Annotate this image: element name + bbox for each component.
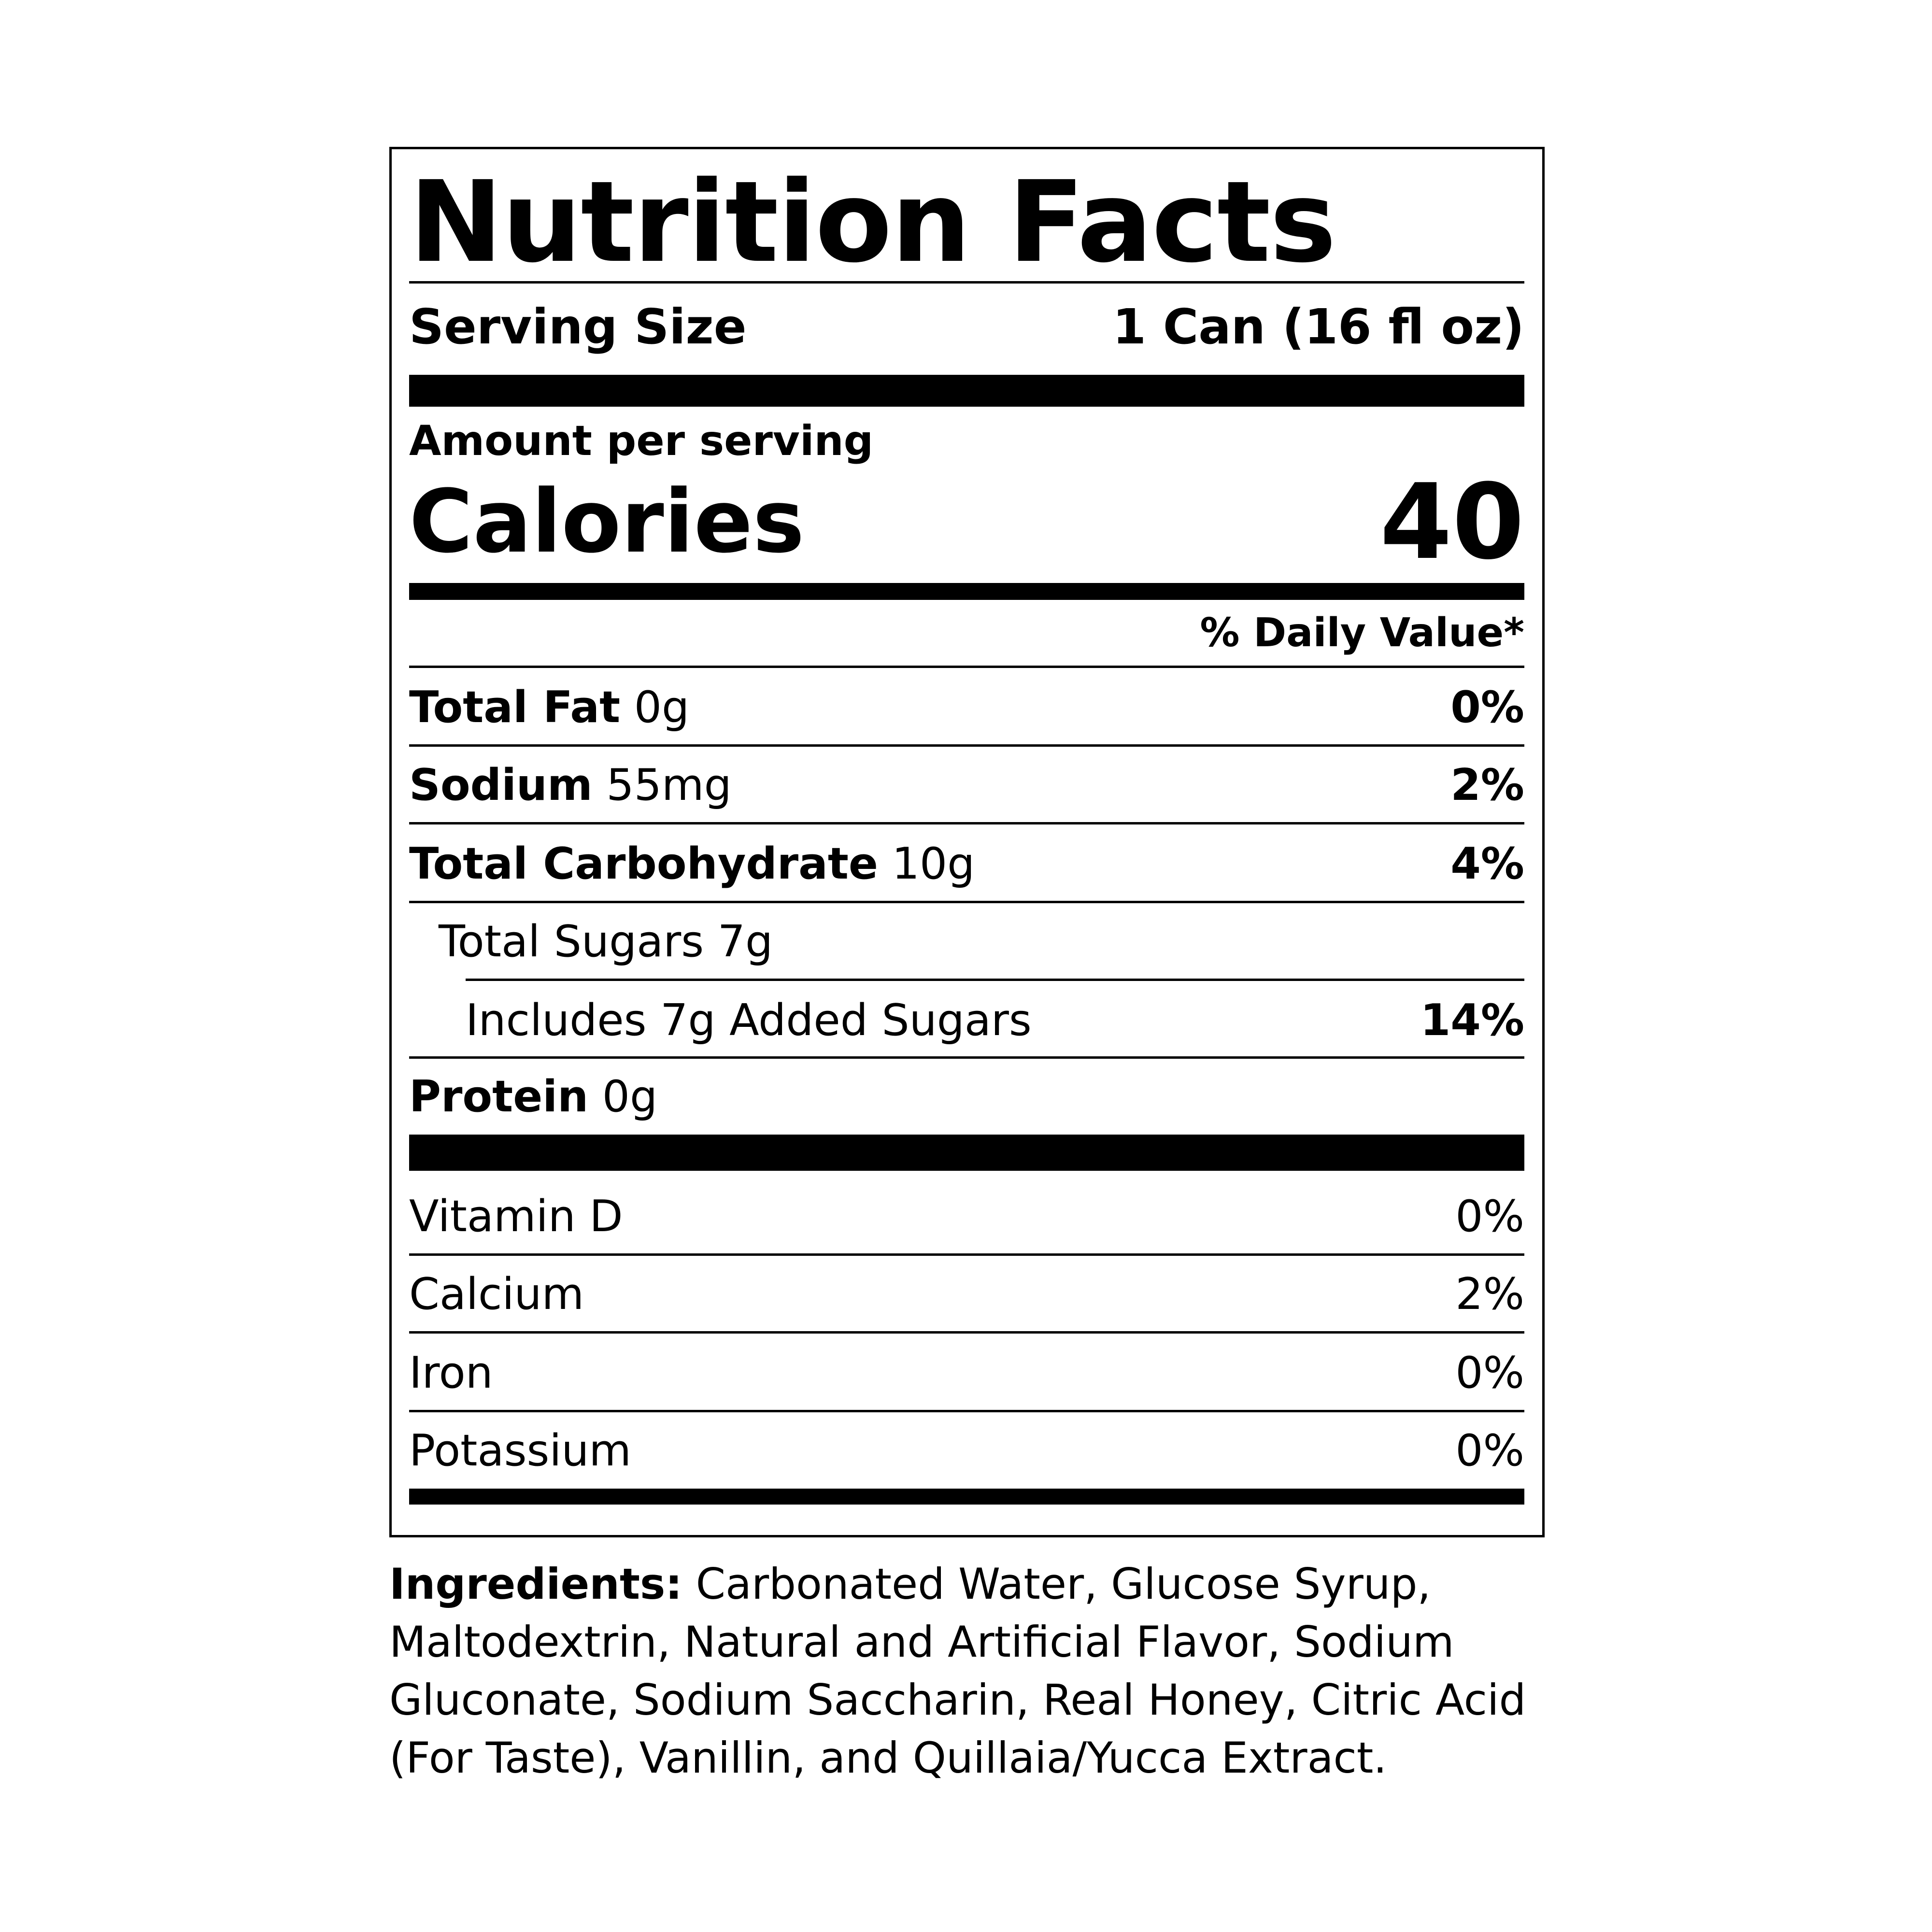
divider	[466, 979, 1524, 981]
serving-size-label: Serving Size	[409, 298, 747, 355]
divider	[409, 822, 1524, 824]
ingredients-statement: Ingredients: Carbonated Water, Glucose S…	[389, 1555, 1548, 1787]
nutrient-row-total-sugars: Total Sugars 7g	[439, 916, 1524, 967]
nutrient-amount: 55mg	[606, 759, 732, 810]
vitamin-dv: 2%	[1455, 1268, 1524, 1320]
nutrient-name: Sodium	[409, 759, 593, 810]
nutrient-row-protein: Protein 0g	[409, 1071, 1524, 1122]
vitamin-row-iron: Iron 0%	[409, 1347, 1524, 1398]
vitamin-name: Vitamin D	[409, 1191, 623, 1242]
nutrient-amount: 10g	[892, 838, 975, 889]
nutrient-amount: 0g	[602, 1071, 658, 1122]
ingredients-label: Ingredients:	[389, 1559, 682, 1609]
divider	[409, 1331, 1524, 1334]
vitamin-dv: 0%	[1455, 1425, 1524, 1476]
vitamin-row-potassium: Potassium 0%	[409, 1425, 1524, 1476]
vitamin-dv: 0%	[1455, 1347, 1524, 1398]
amount-per-serving: Amount per serving	[409, 417, 874, 465]
divider	[409, 1410, 1524, 1412]
ingredients-text: Carbonated Water, Glucose Syrup, Maltode…	[389, 1559, 1526, 1783]
nutrient-row-total-carbohydrate: Total Carbohydrate 10g 4%	[409, 838, 1524, 889]
thick-divider	[409, 375, 1524, 407]
divider	[409, 1253, 1524, 1256]
vitamin-name: Calcium	[409, 1268, 584, 1320]
vitamin-row-vitamin-d: Vitamin D 0%	[409, 1191, 1524, 1242]
nutrient-name: Includes 7g Added Sugars	[466, 994, 1032, 1046]
daily-value-header: % Daily Value*	[1200, 610, 1524, 656]
nutrient-dv: 0%	[1450, 682, 1524, 733]
nutrition-label-frame	[389, 147, 1545, 1537]
nutrient-row-sodium: Sodium 55mg 2%	[409, 759, 1524, 810]
nutrient-dv: 14%	[1420, 994, 1524, 1046]
vitamin-dv: 0%	[1455, 1191, 1524, 1242]
serving-size-row: Serving Size 1 Can (16 fl oz)	[409, 298, 1524, 355]
nutrient-amount: 0g	[634, 682, 690, 733]
nutrient-row-added-sugars: Includes 7g Added Sugars 14%	[466, 994, 1524, 1046]
medium-divider	[409, 1489, 1524, 1505]
nutrient-name: Total Carbohydrate	[409, 838, 878, 889]
nutrient-name: Total Fat	[409, 682, 621, 733]
divider	[409, 1056, 1524, 1059]
calories-row: Calories 40	[409, 461, 1524, 582]
nutrition-facts-title: Nutrition Facts	[409, 157, 1336, 287]
serving-size-value: 1 Can (16 fl oz)	[1112, 298, 1525, 355]
nutrient-dv: 4%	[1450, 838, 1524, 889]
calories-value: 40	[1379, 461, 1524, 582]
vitamin-name: Potassium	[409, 1425, 632, 1476]
nutrient-dv: 2%	[1450, 759, 1524, 810]
vitamin-row-calcium: Calcium 2%	[409, 1268, 1524, 1320]
medium-divider	[409, 583, 1524, 600]
nutrient-name: Total Sugars 7g	[439, 916, 773, 967]
divider	[409, 901, 1524, 903]
vitamin-name: Iron	[409, 1347, 493, 1398]
thick-divider	[409, 1135, 1524, 1171]
divider	[409, 281, 1524, 284]
nutrient-row-total-fat: Total Fat 0g 0%	[409, 682, 1524, 733]
divider	[409, 666, 1524, 668]
divider	[409, 744, 1524, 747]
nutrient-name: Protein	[409, 1071, 589, 1122]
calories-label: Calories	[409, 471, 805, 572]
